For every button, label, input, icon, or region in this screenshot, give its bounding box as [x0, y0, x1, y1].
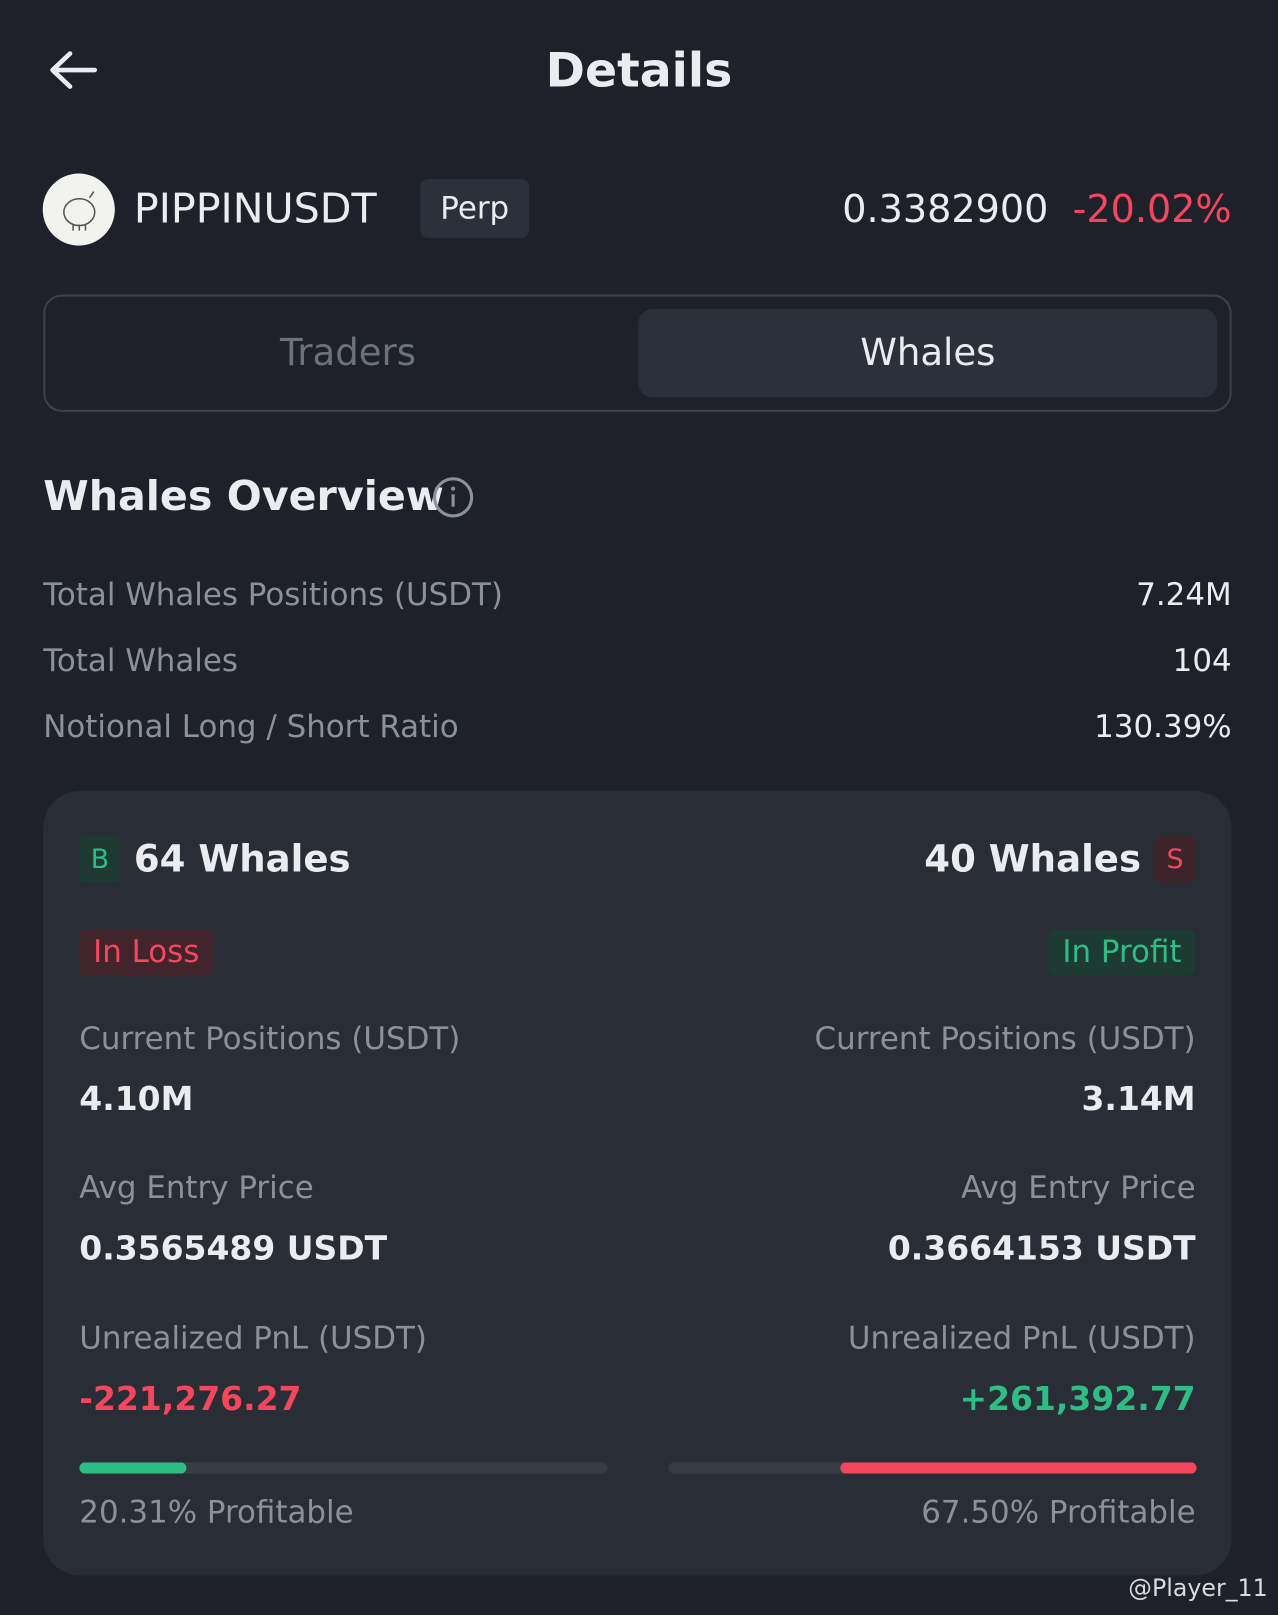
price: 0.3382900: [842, 186, 1049, 232]
progress-track: [79, 1462, 608, 1474]
coin-icon: [42, 173, 115, 246]
whales-card: B 64 Whales S 40 Whales In Loss In Profi…: [43, 790, 1232, 1576]
profitable-label: 67.50% Profitable: [921, 1494, 1196, 1531]
stat-label: Notional Long / Short Ratio: [43, 709, 459, 746]
price-change: -20.02%: [1072, 186, 1232, 232]
field-label: Avg Entry Price: [961, 1170, 1196, 1207]
status-badge: In Loss: [79, 928, 214, 976]
info-icon[interactable]: [431, 476, 474, 519]
profitable-label: 20.31% Profitable: [79, 1494, 354, 1531]
watermark: @Player_11: [1128, 1575, 1268, 1603]
sell-badge: S: [1154, 836, 1196, 883]
field-label: Unrealized PnL (USDT): [847, 1320, 1196, 1357]
section-title: Whales Overview: [43, 472, 444, 521]
pnl-value: -221,276.27: [79, 1378, 302, 1419]
stat-label: Total Whales Positions (USDT): [43, 577, 503, 614]
back-button[interactable]: [47, 49, 98, 90]
field-value: 0.3565489 USDT: [79, 1228, 388, 1268]
contract-badge: Perp: [420, 179, 530, 238]
progress-fill: [79, 1462, 187, 1474]
status-badge: In Profit: [1048, 928, 1196, 976]
field-label: Current Positions (USDT): [814, 1021, 1196, 1058]
stat-label: Total Whales: [43, 643, 238, 680]
tab-bar: [43, 294, 1232, 412]
field-value: 0.3664153 USDT: [887, 1228, 1196, 1268]
tab[interactable]: Traders: [280, 332, 417, 375]
field-value: 4.10M: [79, 1079, 194, 1119]
page-title: Details: [545, 42, 733, 98]
field-label: Avg Entry Price: [79, 1170, 314, 1207]
buy-badge: B: [79, 836, 121, 883]
field-label: Unrealized PnL (USDT): [79, 1320, 427, 1357]
field-value: 3.14M: [1081, 1079, 1196, 1119]
long-count: 64 Whales: [133, 838, 351, 881]
progress-track: [668, 1462, 1197, 1474]
pnl-value: +261,392.77: [959, 1378, 1196, 1419]
tab-active[interactable]: Whales: [860, 332, 996, 375]
short-count: 40 Whales: [924, 838, 1142, 881]
stat-value: 130.39%: [1094, 709, 1232, 746]
active-tab-bg: [638, 308, 1218, 398]
field-label: Current Positions (USDT): [79, 1021, 461, 1058]
progress-fill: [840, 1462, 1197, 1474]
stat-value: 7.24M: [1136, 577, 1232, 614]
pair-symbol: PIPPINUSDT: [133, 185, 377, 233]
stat-value: 104: [1172, 643, 1232, 680]
